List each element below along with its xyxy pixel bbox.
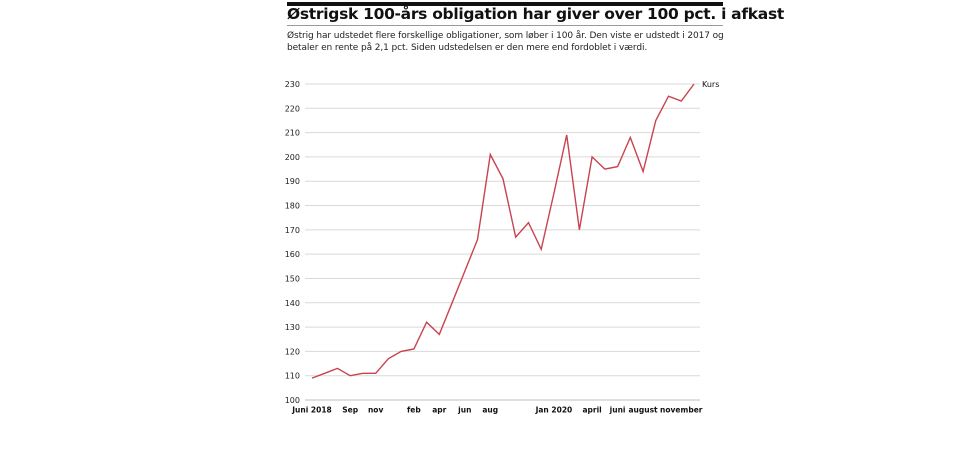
chart-subtitle: Østrig har udstedet flere forskellige ob… bbox=[287, 31, 724, 53]
x-tick-label: Sep bbox=[342, 406, 358, 415]
y-axis-ticks: 100 110 120 130 140 150 160 170 180 190 200 210 220 2… bbox=[285, 80, 300, 405]
y-tick-label: 120 bbox=[285, 347, 300, 356]
y-tick-label: 130 bbox=[285, 323, 300, 332]
y-tick-label: 220 bbox=[285, 104, 300, 113]
y-tick-label: 210 bbox=[285, 129, 300, 138]
x-tick-label: Juni 2018 bbox=[291, 406, 332, 415]
x-axis-ticks: Juni 2018 Sep nov feb apr jun aug Jan 2020 april… bbox=[291, 406, 703, 415]
legend-label-kurs: Kurs bbox=[702, 80, 719, 89]
y-tick-label: 100 bbox=[285, 396, 300, 405]
y-tick-label: 190 bbox=[285, 177, 300, 186]
x-tick-label: april bbox=[582, 406, 601, 415]
series-line-kurs bbox=[311, 83, 695, 379]
chart-title: Østrigsk 100-års obligation har giver ov… bbox=[287, 5, 784, 23]
gridlines bbox=[305, 83, 700, 401]
y-tick-label: 200 bbox=[285, 153, 300, 162]
x-tick-label: nov bbox=[368, 406, 383, 415]
x-tick-label: jun bbox=[457, 406, 471, 415]
y-tick-label: 110 bbox=[285, 372, 300, 381]
x-tick-label: apr bbox=[432, 406, 446, 415]
x-tick-label: aug bbox=[482, 406, 498, 415]
x-tick-label: august bbox=[628, 406, 658, 415]
series-group bbox=[311, 83, 695, 379]
x-tick-label: juni bbox=[609, 406, 626, 415]
y-tick-label: 160 bbox=[285, 250, 300, 259]
y-tick-label: 170 bbox=[285, 226, 300, 235]
y-tick-label: 150 bbox=[285, 274, 300, 283]
y-tick-label: 230 bbox=[285, 80, 300, 89]
title-divider bbox=[287, 25, 723, 26]
y-tick-label: 140 bbox=[285, 299, 300, 308]
x-tick-label: feb bbox=[407, 406, 421, 415]
x-tick-label: Jan 2020 bbox=[535, 406, 573, 415]
title-top-bar bbox=[287, 2, 723, 6]
x-tick-label: november bbox=[660, 406, 703, 415]
legend: Kurs bbox=[702, 80, 719, 89]
y-tick-label: 180 bbox=[285, 202, 300, 211]
